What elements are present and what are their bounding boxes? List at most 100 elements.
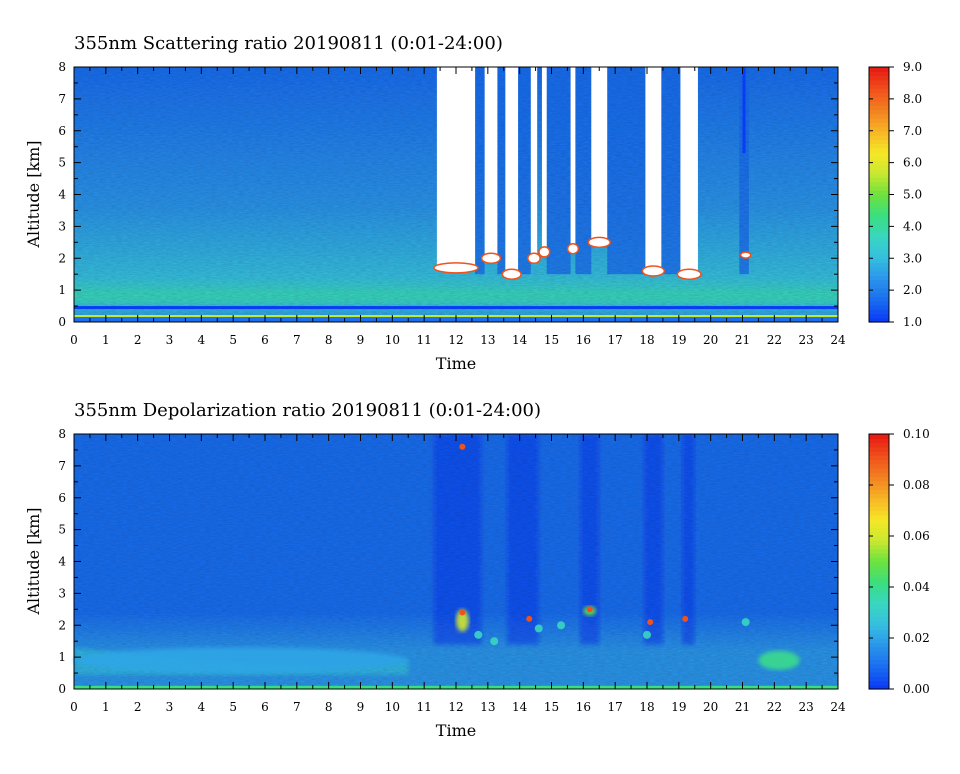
colorbar-swatch bbox=[869, 215, 889, 221]
boundary-layer bbox=[74, 290, 838, 305]
masked-cloud bbox=[591, 67, 608, 243]
colorbar-swatch bbox=[869, 514, 889, 520]
colorbar-swatch bbox=[869, 438, 889, 444]
colorbar-swatch bbox=[869, 595, 889, 601]
x-tick-label: 1 bbox=[102, 333, 110, 347]
y-tick-label: 4 bbox=[58, 188, 66, 202]
colorbar-label: 0.02 bbox=[903, 631, 930, 645]
colorbar-swatch bbox=[869, 650, 889, 656]
colorbar-swatch bbox=[869, 629, 889, 635]
colorbar-swatch bbox=[869, 540, 889, 546]
attenuated-column bbox=[742, 67, 746, 154]
colorbar-swatch bbox=[869, 135, 889, 140]
aerosol-patch bbox=[643, 630, 651, 639]
masked-cloud bbox=[645, 67, 662, 271]
colorbar-swatch bbox=[869, 468, 889, 473]
colorbar-label: 7.0 bbox=[903, 124, 922, 138]
colorbar-swatch bbox=[869, 79, 889, 85]
colorbar-swatch bbox=[869, 164, 889, 170]
colorbar-swatch bbox=[869, 266, 889, 272]
colorbar-swatch bbox=[869, 502, 889, 507]
y-tick-label: 2 bbox=[58, 251, 66, 265]
x-axis-label: Time bbox=[436, 721, 476, 740]
y-tick-label: 2 bbox=[58, 618, 66, 632]
y-tick-label: 3 bbox=[58, 219, 66, 233]
colorbar-swatch bbox=[869, 71, 889, 77]
x-tick-label: 7 bbox=[293, 333, 301, 347]
cloud-base-outline bbox=[641, 265, 666, 277]
colorbar-swatch bbox=[869, 672, 889, 677]
attenuated-column bbox=[546, 67, 571, 275]
colorbar-swatch bbox=[869, 258, 889, 264]
y-tick-label: 0 bbox=[58, 682, 66, 696]
colorbar-swatch bbox=[869, 101, 889, 106]
colorbar-label: 5.0 bbox=[903, 188, 922, 202]
cloud-base-outline bbox=[480, 252, 502, 264]
attenuated-column bbox=[580, 434, 600, 645]
aerosol-patch bbox=[534, 624, 543, 633]
heatmap-field bbox=[74, 434, 838, 689]
y-tick-label: 7 bbox=[58, 92, 66, 106]
colorbar-swatch bbox=[869, 680, 889, 686]
colorbar-swatch bbox=[869, 156, 889, 162]
x-tick-label: 21 bbox=[735, 333, 750, 347]
heatmap-field bbox=[74, 67, 838, 322]
x-tick-label: 17 bbox=[608, 333, 623, 347]
x-tick-label: 7 bbox=[293, 700, 301, 714]
colorbar-swatch bbox=[869, 262, 889, 268]
aerosol-patch bbox=[490, 637, 499, 646]
high-value-spot bbox=[586, 606, 593, 613]
attenuated-column bbox=[497, 67, 506, 275]
attenuated-column bbox=[506, 434, 539, 645]
colorbar-label: 1.0 bbox=[903, 315, 922, 329]
x-tick-label: 6 bbox=[261, 333, 269, 347]
depolarization-feature bbox=[758, 650, 800, 670]
aerosol-patch bbox=[474, 630, 483, 639]
masked-cloud bbox=[680, 67, 698, 275]
x-tick-label: 4 bbox=[198, 700, 206, 714]
attenuated-column bbox=[575, 67, 592, 275]
high-value-spot bbox=[459, 609, 466, 616]
colorbar-swatch bbox=[869, 480, 889, 486]
x-tick-label: 5 bbox=[229, 700, 237, 714]
attenuated-column bbox=[475, 67, 485, 275]
cloud-base-outline bbox=[587, 236, 611, 249]
colorbar-swatch bbox=[869, 489, 889, 495]
colorbar-swatch bbox=[869, 67, 889, 72]
colorbar-swatch bbox=[869, 676, 889, 682]
colorbar-swatch bbox=[869, 663, 889, 669]
colorbar-swatch bbox=[869, 113, 889, 119]
colorbar-swatch bbox=[869, 305, 889, 310]
cloud-base-outline bbox=[501, 268, 522, 280]
colorbar-label: 0.08 bbox=[903, 478, 930, 492]
colorbar-swatch bbox=[869, 232, 889, 238]
x-tick-label: 20 bbox=[703, 700, 718, 714]
depolarization-feature bbox=[456, 609, 469, 632]
cloud-base-outline bbox=[739, 251, 752, 259]
colorbar-swatch bbox=[869, 463, 889, 469]
colorbar-swatch bbox=[869, 194, 889, 200]
attenuated-column bbox=[682, 434, 695, 645]
plot-axes: 0 1 2 3 4 5 6 7 8 9 10 11 12 13 14 15 16 17 18 19 20 21 22 23 24… bbox=[58, 60, 846, 347]
cloud-base-outline bbox=[538, 246, 551, 258]
colorbar-swatch bbox=[869, 126, 889, 132]
colorbar-swatch bbox=[869, 506, 889, 512]
cloud-base-outline bbox=[527, 252, 541, 264]
high-value-spot bbox=[647, 619, 654, 626]
x-tick-label: 18 bbox=[639, 700, 654, 714]
colorbar-swatch bbox=[869, 625, 889, 631]
colorbar-swatch bbox=[869, 544, 889, 550]
colorbar-swatch bbox=[869, 279, 889, 285]
colorbar-swatch bbox=[869, 160, 889, 166]
colorbar-swatch bbox=[869, 300, 889, 306]
colorbar-swatch bbox=[869, 275, 889, 281]
colorbar-swatch bbox=[869, 147, 889, 153]
colorbar-swatch bbox=[869, 203, 889, 208]
x-tick-label: 13 bbox=[480, 333, 495, 347]
x-tick-label: 19 bbox=[671, 700, 686, 714]
y-tick-label: 4 bbox=[58, 555, 66, 569]
colorbar-swatch bbox=[869, 612, 889, 618]
colorbar-swatch bbox=[869, 519, 889, 524]
colorbar-swatch bbox=[869, 283, 889, 289]
